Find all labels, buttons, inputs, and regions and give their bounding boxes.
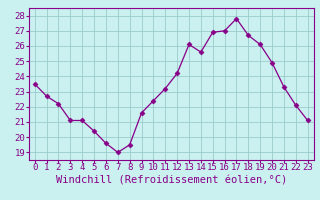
X-axis label: Windchill (Refroidissement éolien,°C): Windchill (Refroidissement éolien,°C) bbox=[56, 175, 287, 185]
